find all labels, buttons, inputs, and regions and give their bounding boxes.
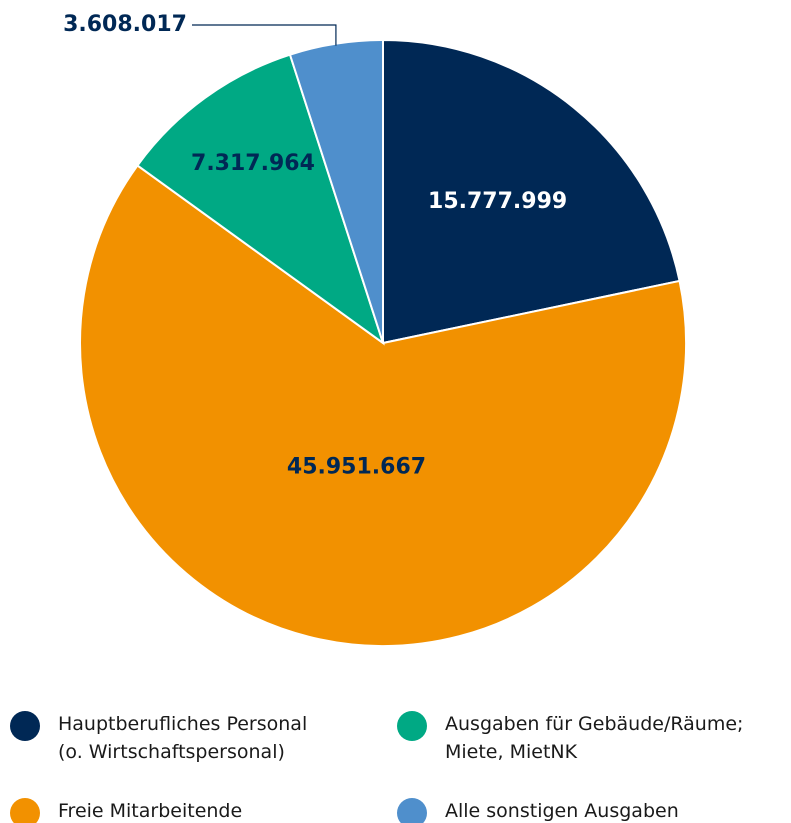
legend-swatch <box>10 711 40 741</box>
legend-item: Alle sonstigen Ausgaben <box>397 797 679 823</box>
legend-label: Ausgaben für Gebäude/Räume; Miete, MietN… <box>445 713 744 763</box>
legend-swatch <box>397 798 427 823</box>
leader-line <box>192 24 337 46</box>
data-label: 15.777.999 <box>428 189 567 214</box>
data-label: 7.317.964 <box>191 151 315 176</box>
legend-swatch <box>10 798 40 823</box>
pie-slice <box>382 38 681 345</box>
legend-label: Freie Mitarbeitende <box>58 800 243 822</box>
data-label: 3.608.017 <box>63 12 187 37</box>
legend-item: Ausgaben für Gebäude/Räume; Miete, MietN… <box>397 710 743 766</box>
legend-item: Freie Mitarbeitende <box>10 797 242 823</box>
pie-slice <box>79 164 687 647</box>
legend-label: Hauptberufliches Personal (o. Wirtschaft… <box>58 713 308 763</box>
pie-slice <box>136 53 385 346</box>
legend-label: Alle sonstigen Ausgaben <box>445 800 679 822</box>
data-label: 45.951.667 <box>287 454 426 479</box>
legend-swatch <box>397 711 427 741</box>
legend-item: Hauptberufliches Personal (o. Wirtschaft… <box>10 710 307 766</box>
